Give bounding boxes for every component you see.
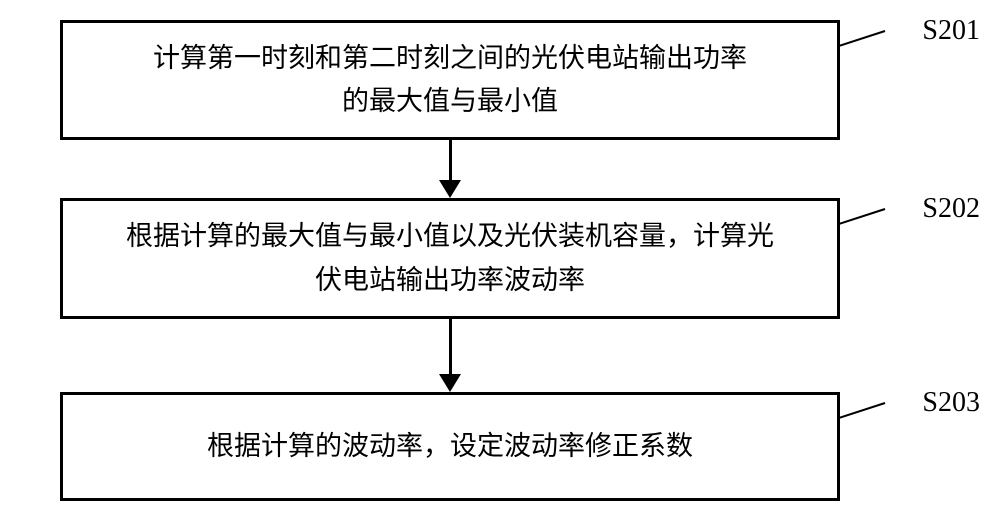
- step-text-line2: 的最大值与最小值: [93, 80, 807, 123]
- step-text-line1: 根据计算的最大值与最小值以及光伏装机容量，计算光: [93, 215, 807, 258]
- arrow-shaft: [449, 319, 452, 374]
- step-label-s203: S203: [922, 387, 980, 419]
- leader-line-s201: [837, 30, 885, 47]
- step-wrapper-s201: 计算第一时刻和第二时刻之间的光伏电站输出功率 的最大值与最小值 S201: [60, 20, 940, 140]
- flowchart-container: 计算第一时刻和第二时刻之间的光伏电站输出功率 的最大值与最小值 S201 根据计…: [60, 20, 940, 501]
- step-text-line1: 根据计算的波动率，设定波动率修正系数: [93, 425, 807, 468]
- step-wrapper-s202: 根据计算的最大值与最小值以及光伏装机容量，计算光 伏电站输出功率波动率 S202: [60, 198, 940, 318]
- step-box-s201: 计算第一时刻和第二时刻之间的光伏电站输出功率 的最大值与最小值: [60, 20, 840, 140]
- step-box-s202: 根据计算的最大值与最小值以及光伏装机容量，计算光 伏电站输出功率波动率: [60, 198, 840, 318]
- step-text-line2: 伏电站输出功率波动率: [93, 259, 807, 302]
- step-box-s203: 根据计算的波动率，设定波动率修正系数: [60, 392, 840, 501]
- arrow-head-icon: [439, 180, 461, 198]
- step-wrapper-s203: 根据计算的波动率，设定波动率修正系数 S203: [60, 392, 940, 501]
- arrow-head-icon: [439, 374, 461, 392]
- leader-line-s202: [837, 208, 885, 225]
- arrow-s202-s203: [60, 319, 840, 392]
- step-label-s202: S202: [922, 193, 980, 225]
- step-label-s201: S201: [922, 15, 980, 47]
- leader-line-s203: [837, 402, 885, 419]
- step-text-line1: 计算第一时刻和第二时刻之间的光伏电站输出功率: [93, 37, 807, 80]
- arrow-shaft: [449, 140, 452, 180]
- arrow-s201-s202: [60, 140, 840, 198]
